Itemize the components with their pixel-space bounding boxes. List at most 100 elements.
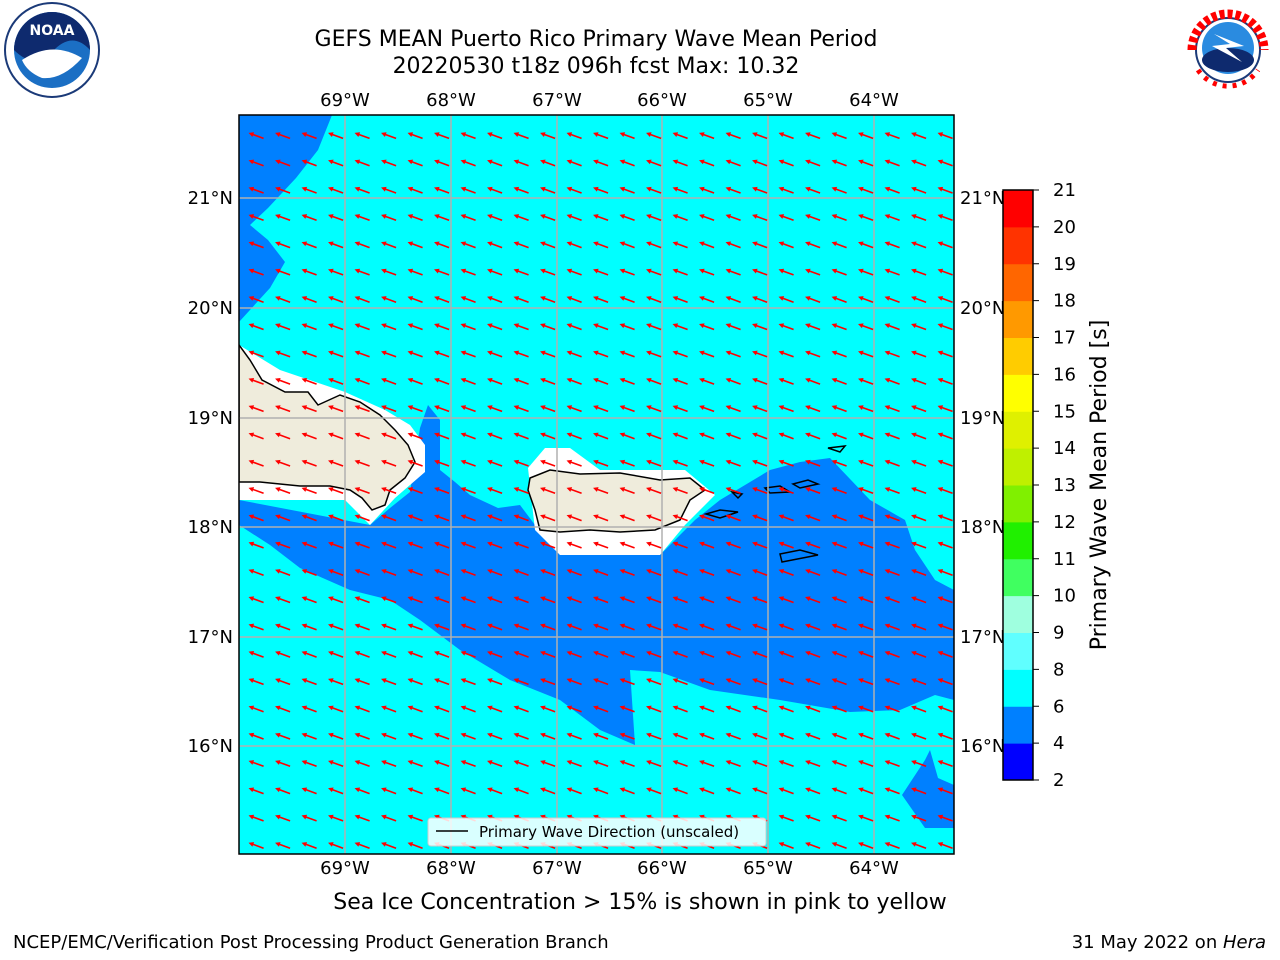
wave-arrow (831, 732, 847, 740)
wave-arrow (858, 350, 874, 358)
short-period-region-northwest (239, 115, 332, 322)
wave-arrow (805, 787, 821, 795)
wave-arrow (513, 268, 529, 276)
wave-arrow (858, 159, 874, 167)
wave-arrow (937, 569, 953, 576)
wave-arrow (593, 787, 609, 795)
wave-arrow (301, 214, 317, 222)
wave-arrow (778, 623, 794, 631)
wave-arrow (381, 296, 397, 303)
wave-arrow (381, 760, 397, 768)
lon-label: 68°W (426, 90, 476, 111)
wave-arrow (460, 459, 476, 467)
noaa-logo-text: NOAA (30, 23, 75, 39)
wave-arrow (778, 132, 794, 140)
wave-arrow (593, 678, 609, 686)
wave-arrow (407, 541, 423, 549)
wave-arrow (911, 842, 927, 849)
wave-arrow (646, 487, 662, 495)
wave-arrow (805, 623, 821, 631)
wave-arrow (354, 459, 370, 467)
wave-arrow (248, 459, 264, 467)
wave-arrow (752, 405, 768, 413)
wave-arrow (646, 705, 662, 713)
wave-arrow (672, 596, 688, 604)
wave-arrow (275, 541, 291, 549)
wave-arrow (884, 623, 900, 631)
wave-arrow (805, 732, 821, 740)
wave-arrow (646, 268, 662, 276)
wave-arrow (354, 650, 370, 658)
wave-arrow (699, 405, 715, 413)
wave-arrow (699, 760, 715, 768)
wave-arrow (672, 787, 688, 795)
wave-arrow (354, 787, 370, 795)
wave-arrow (725, 541, 741, 549)
wave-arrow (778, 787, 794, 795)
wave-arrow (593, 569, 609, 576)
wave-arrow (301, 241, 317, 249)
wave-arrow (752, 459, 768, 467)
colorbar-segment (1003, 337, 1033, 375)
wave-arrow (752, 705, 768, 713)
wave-arrow (460, 760, 476, 768)
wave-arrow (540, 487, 556, 495)
wave-arrow (699, 377, 715, 385)
wave-arrow (911, 569, 927, 576)
wave-arrow (248, 514, 264, 522)
wave-arrow (593, 760, 609, 768)
wave-arrow (593, 732, 609, 740)
wave-arrow (619, 159, 635, 167)
wave-arrow (275, 623, 291, 631)
wave-arrow (778, 760, 794, 768)
wave-arrow (540, 650, 556, 658)
wave-arrow (831, 405, 847, 413)
wave-arrow (593, 432, 609, 440)
wave-arrow (805, 596, 821, 604)
wave-arrow (831, 241, 847, 249)
wave-arrow (434, 432, 450, 440)
lat-label: 16°N (188, 736, 233, 757)
wave-arrow (328, 705, 344, 713)
wave-arrow (513, 459, 529, 467)
wave-arrow (858, 623, 874, 631)
wave-arrow (778, 186, 794, 194)
wave-arrow (884, 214, 900, 222)
wave-arrow (752, 569, 768, 576)
colorbar-tick-label: 9 (1053, 623, 1064, 644)
wave-arrow (328, 760, 344, 768)
wave-arrow (381, 159, 397, 167)
wave-arrow (566, 159, 582, 167)
wave-arrow (301, 405, 317, 413)
wave-arrow (672, 459, 688, 467)
wave-arrow (407, 569, 423, 576)
wave-arrow (672, 350, 688, 358)
wave-arrow (911, 214, 927, 222)
wave-arrow (646, 323, 662, 331)
wave-arrow (593, 514, 609, 522)
colorbar-segment (1003, 521, 1033, 560)
wave-arrow (911, 514, 927, 522)
wave-arrow (619, 760, 635, 768)
wave-arrow (354, 405, 370, 413)
wave-arrow (460, 487, 476, 495)
wave-arrow (725, 241, 741, 249)
wave-arrow (752, 787, 768, 795)
wave-arrow (593, 459, 609, 467)
wave-arrow (566, 214, 582, 222)
lon-label: 65°W (743, 858, 793, 879)
wave-arrow (752, 678, 768, 686)
wave-arrow (407, 814, 423, 822)
map-plot-area (239, 115, 954, 854)
wave-arrow (513, 432, 529, 440)
colorbar-segment (1003, 300, 1033, 338)
wave-arrow (831, 350, 847, 358)
wave-arrow (328, 678, 344, 686)
wave-arrow (725, 405, 741, 413)
wave-arrow (381, 186, 397, 194)
wave-arrow (646, 514, 662, 522)
wave-arrow (566, 487, 582, 495)
wave-arrow (646, 377, 662, 385)
wave-arrow (619, 296, 635, 303)
wave-arrow (593, 268, 609, 276)
